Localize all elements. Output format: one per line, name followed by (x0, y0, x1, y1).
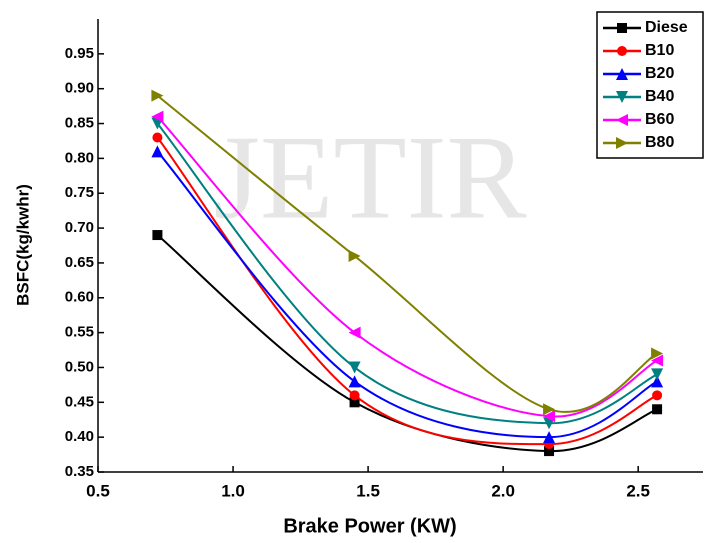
y-tick-label: 0.40 (65, 428, 94, 445)
marker (348, 326, 361, 339)
marker (651, 354, 664, 367)
legend-label: B10 (645, 42, 674, 59)
y-tick-label: 0.80 (65, 149, 94, 166)
marker (349, 397, 360, 408)
watermark: JETIR (213, 111, 526, 244)
marker (651, 347, 664, 360)
x-tick-label: 1.0 (221, 481, 245, 500)
marker (617, 46, 627, 56)
marker (543, 403, 556, 416)
x-tick-label: 2.5 (626, 481, 650, 500)
y-tick-label: 0.75 (65, 184, 94, 201)
marker (616, 114, 628, 126)
marker (544, 446, 555, 457)
y-tick-label: 0.65 (65, 254, 94, 271)
y-tick-label: 0.50 (65, 358, 94, 375)
legend-label: Diese (645, 19, 688, 36)
marker (543, 431, 556, 444)
y-tick-label: 0.85 (65, 115, 94, 132)
legend-label: B20 (645, 65, 674, 82)
y-tick-label: 0.60 (65, 289, 94, 306)
marker (151, 89, 164, 102)
legend-label: B60 (645, 111, 674, 128)
marker (152, 132, 163, 143)
legend-box (596, 11, 704, 159)
marker (348, 375, 361, 388)
series-line (156, 115, 658, 418)
marker (349, 390, 360, 401)
legend-label: B80 (645, 134, 674, 151)
x-axis-label: Brake Power (KW) (283, 515, 456, 537)
y-tick-label: 0.70 (65, 219, 94, 236)
x-tick-label: 1.5 (356, 481, 380, 500)
series-line (156, 122, 658, 425)
marker (152, 230, 163, 241)
marker (151, 110, 164, 123)
y-tick-label: 0.45 (65, 393, 94, 410)
x-tick-label: 0.5 (86, 481, 110, 500)
x-tick-label: 2.0 (491, 481, 515, 500)
marker (651, 375, 664, 388)
marker (616, 91, 628, 103)
marker (348, 249, 361, 262)
marker (617, 23, 627, 33)
y-tick-label: 0.55 (65, 324, 94, 341)
y-tick-label: 0.90 (65, 80, 94, 97)
series-line (156, 150, 658, 439)
y-axis-label: BSFC(kg/kwhr) (13, 184, 32, 306)
marker (652, 390, 663, 401)
legend-label: B40 (645, 88, 674, 105)
marker (543, 410, 556, 423)
legend: Diese B10 B20 B40 B60 B80 (596, 11, 704, 159)
series-line (156, 94, 658, 413)
marker (348, 361, 361, 374)
marker (616, 68, 628, 80)
marker (651, 368, 664, 381)
y-tick-label: 0.95 (65, 45, 94, 62)
marker (616, 137, 628, 149)
marker (151, 145, 164, 158)
marker (652, 404, 663, 415)
y-tick-label: 0.35 (65, 463, 94, 480)
series-line (156, 136, 658, 446)
